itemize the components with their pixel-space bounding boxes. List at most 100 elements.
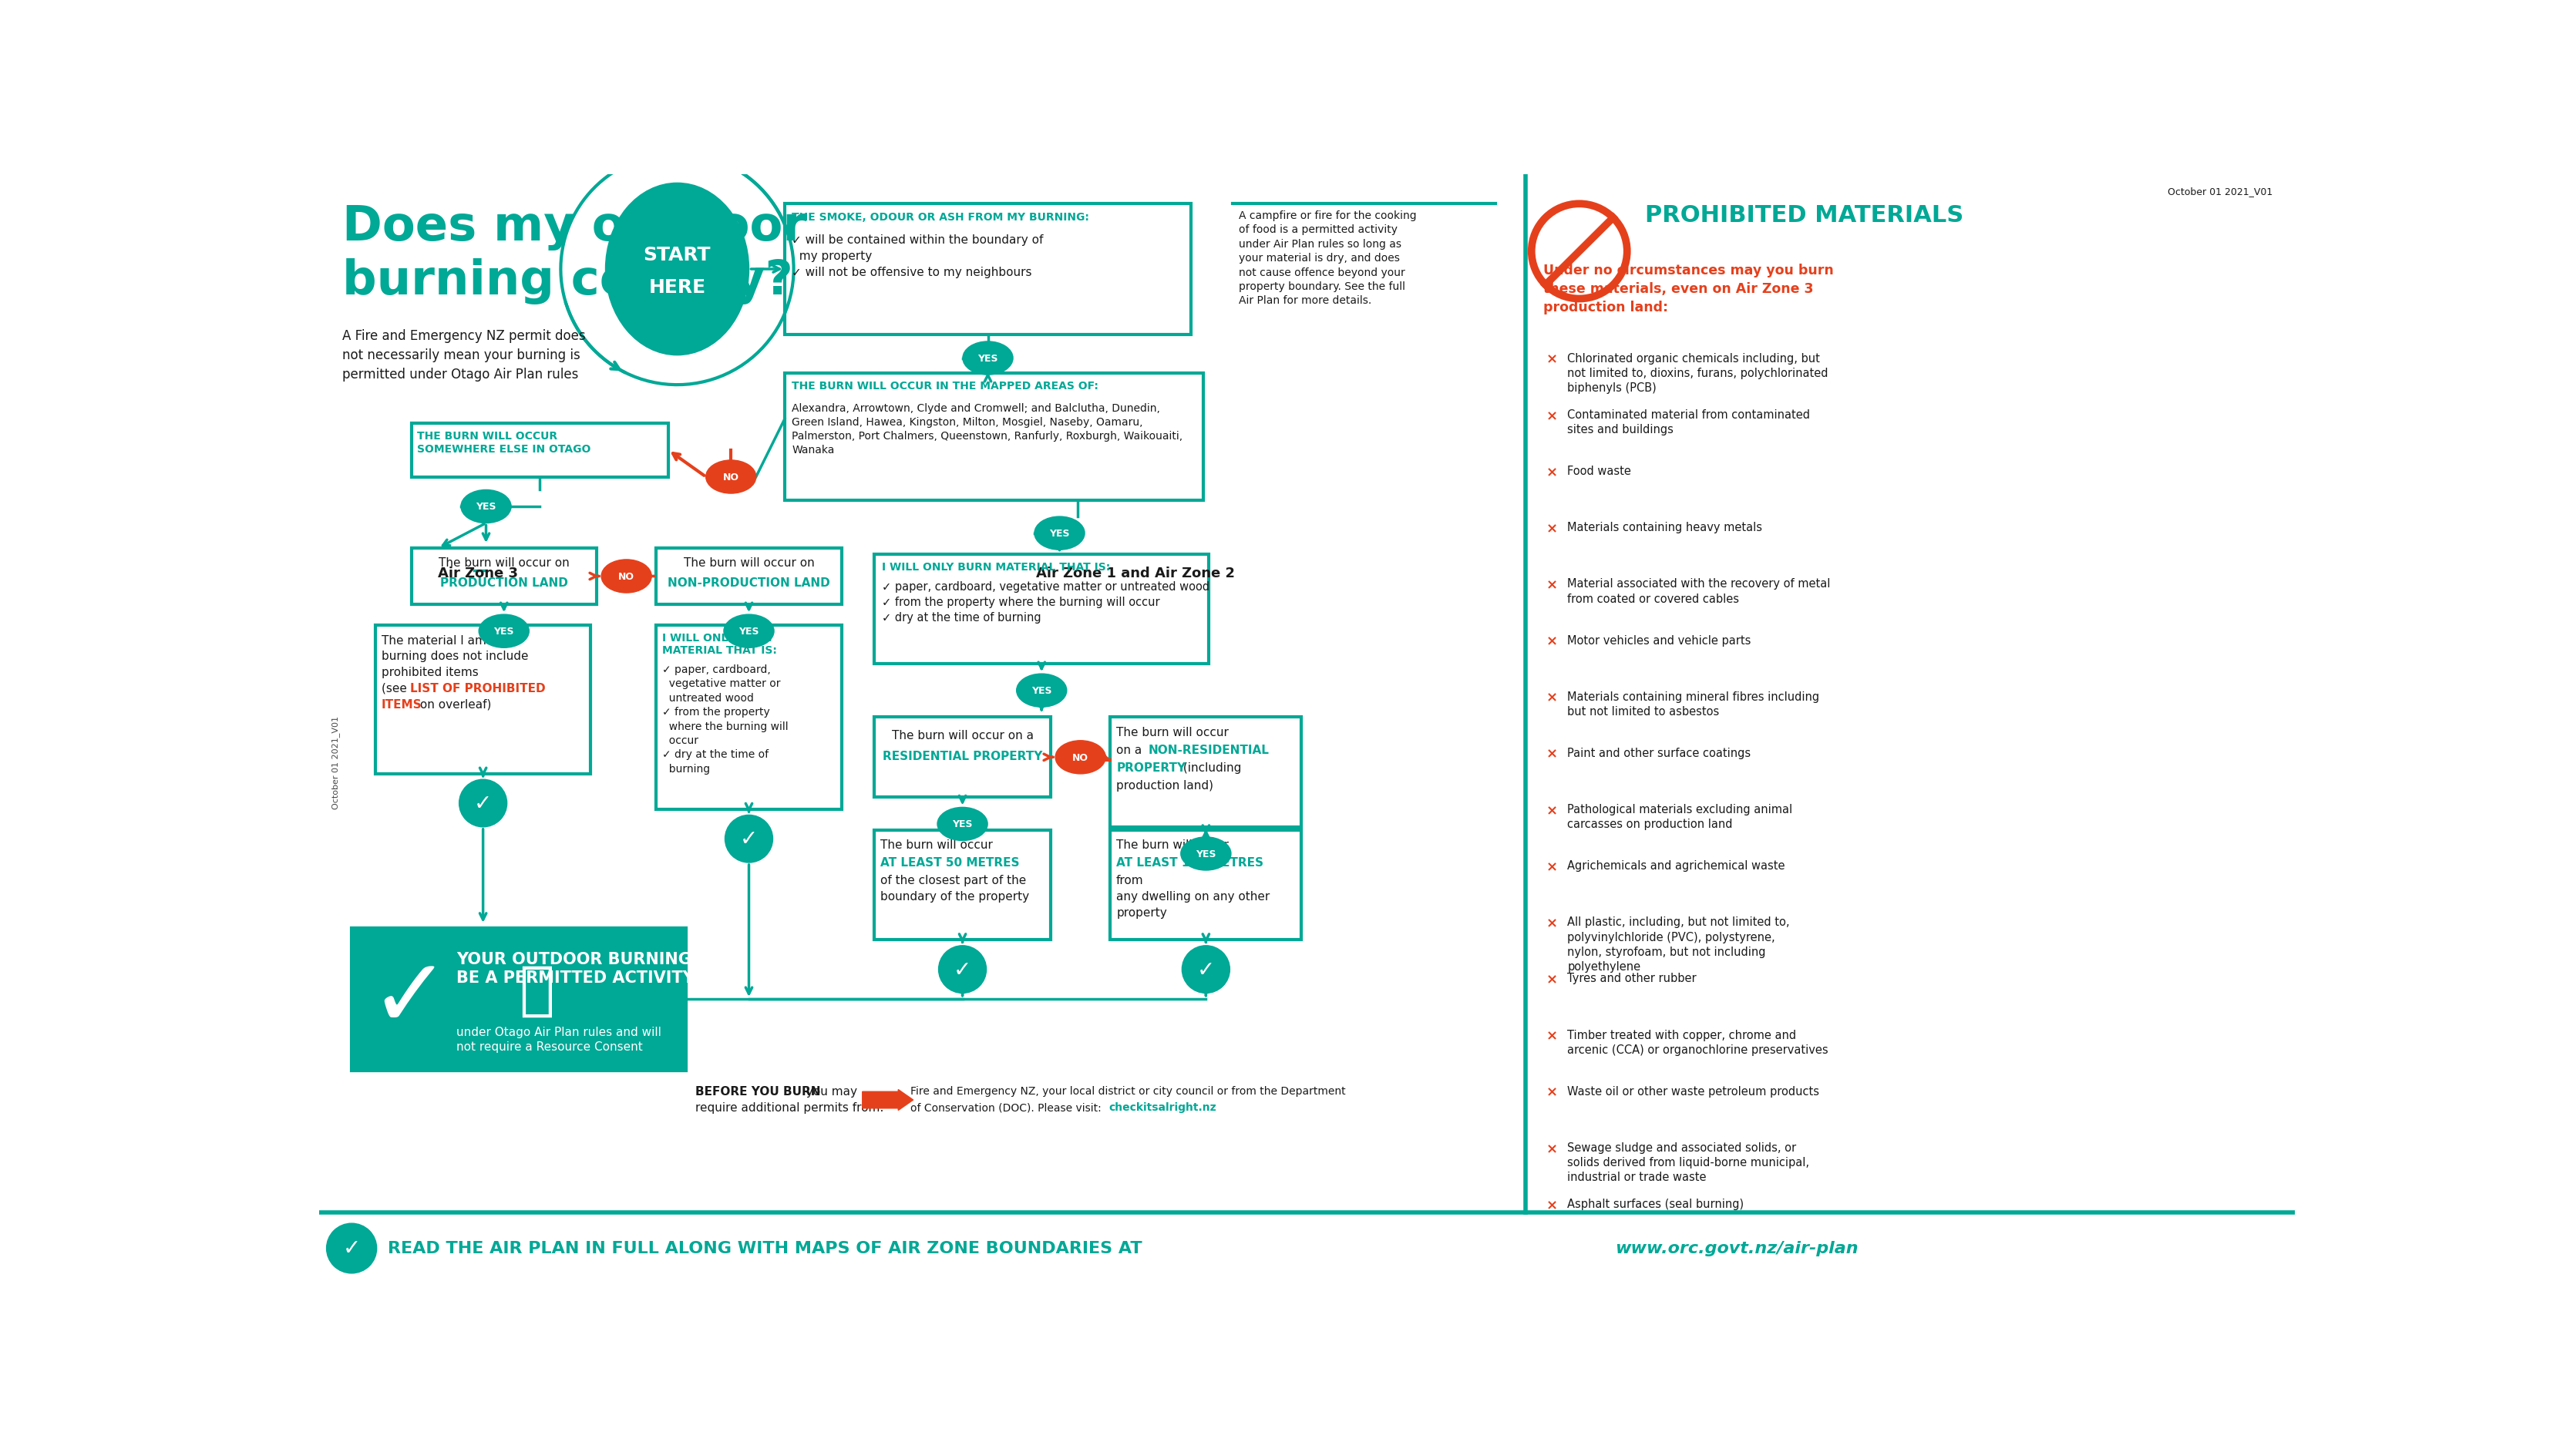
Text: ×: ×: [1545, 916, 1558, 930]
Text: ×: ×: [1545, 409, 1558, 422]
Text: AT LEAST 50 METRES: AT LEAST 50 METRES: [880, 858, 1020, 868]
Text: All plastic, including, but not limited to,
polyvinylchloride (PVC), polystyrene: All plastic, including, but not limited …: [1568, 916, 1790, 973]
Text: on a: on a: [1117, 744, 1145, 756]
Text: ✓: ✓: [474, 792, 492, 814]
Text: you may: you may: [803, 1085, 857, 1096]
Text: Does my outdoor: Does my outdoor: [342, 204, 806, 250]
Text: PROPERTY: PROPERTY: [1117, 761, 1186, 773]
Text: ×: ×: [1545, 860, 1558, 874]
Text: YES: YES: [740, 626, 760, 636]
Text: The burn will occur on a: The burn will occur on a: [892, 729, 1033, 741]
Text: THE SMOKE, ODOUR OR ASH FROM MY BURNING:: THE SMOKE, ODOUR OR ASH FROM MY BURNING:: [793, 211, 1089, 223]
Text: ×: ×: [1545, 635, 1558, 648]
Text: October 01 2021_V01: October 01 2021_V01: [332, 715, 339, 808]
Text: from: from: [1117, 875, 1145, 887]
Text: YES: YES: [477, 502, 497, 513]
Text: Sewage sludge and associated solids, or
solids derived from liquid-borne municip: Sewage sludge and associated solids, or …: [1568, 1142, 1810, 1182]
Text: Fire and Emergency NZ, your local district or city council or from the Departmen: Fire and Emergency NZ, your local distri…: [910, 1085, 1346, 1096]
Text: www.orc.govt.nz/air-plan: www.orc.govt.nz/air-plan: [1614, 1241, 1859, 1257]
Text: YES: YES: [977, 354, 997, 364]
Text: The material I am: The material I am: [382, 635, 487, 646]
Text: Materials containing heavy metals: Materials containing heavy metals: [1568, 521, 1762, 533]
Ellipse shape: [938, 808, 987, 842]
Ellipse shape: [602, 561, 650, 593]
Text: ×: ×: [1545, 1142, 1558, 1156]
Text: ✓: ✓: [370, 952, 451, 1045]
Text: ✓ paper, cardboard,
  vegetative matter or
  untreated wood
✓ from the property
: ✓ paper, cardboard, vegetative matter or…: [663, 664, 788, 775]
Text: READ THE AIR PLAN IN FULL ALONG WITH MAPS OF AIR ZONE BOUNDARIES AT: READ THE AIR PLAN IN FULL ALONG WITH MAP…: [388, 1241, 1142, 1257]
Text: ×: ×: [1545, 1198, 1558, 1211]
Ellipse shape: [1181, 837, 1232, 871]
Text: Materials containing mineral fibres including
but not limited to asbestos: Materials containing mineral fibres incl…: [1568, 690, 1821, 718]
Text: require additional permits from:: require additional permits from:: [696, 1102, 885, 1114]
Text: ×: ×: [1545, 747, 1558, 761]
Text: burning comply?: burning comply?: [342, 258, 793, 304]
Text: ×: ×: [1545, 466, 1558, 479]
Text: checkitsalright.nz: checkitsalright.nz: [1109, 1102, 1216, 1112]
Ellipse shape: [1017, 674, 1066, 708]
Text: A campfire or fire for the cooking
of food is a permitted activity
under Air Pla: A campfire or fire for the cooking of fo…: [1239, 210, 1418, 306]
FancyBboxPatch shape: [411, 549, 597, 604]
Text: The burn will occur: The burn will occur: [1117, 727, 1229, 738]
Text: on overleaf): on overleaf): [416, 699, 492, 711]
Text: any dwelling on any other: any dwelling on any other: [1117, 891, 1270, 903]
Text: Paint and other surface coatings: Paint and other surface coatings: [1568, 747, 1752, 759]
Text: Pathological materials excluding animal
carcasses on production land: Pathological materials excluding animal …: [1568, 804, 1793, 830]
FancyBboxPatch shape: [785, 373, 1204, 501]
Ellipse shape: [459, 780, 507, 827]
Text: NO: NO: [722, 472, 740, 482]
Text: production land): production land): [1117, 780, 1214, 791]
Text: ✓: ✓: [740, 828, 757, 850]
Text: Agrichemicals and agrichemical waste: Agrichemicals and agrichemical waste: [1568, 860, 1785, 871]
FancyBboxPatch shape: [352, 927, 686, 1070]
Ellipse shape: [462, 491, 510, 524]
Text: NON-RESIDENTIAL: NON-RESIDENTIAL: [1148, 744, 1270, 756]
Text: START: START: [643, 246, 711, 264]
Text: Motor vehicles and vehicle parts: Motor vehicles and vehicle parts: [1568, 635, 1752, 646]
Text: ×: ×: [1545, 1085, 1558, 1099]
Text: AT LEAST 100 METRES: AT LEAST 100 METRES: [1117, 858, 1265, 868]
FancyBboxPatch shape: [875, 555, 1209, 664]
FancyBboxPatch shape: [655, 549, 842, 604]
Text: Air Zone 3: Air Zone 3: [439, 566, 518, 579]
Text: Material associated with the recovery of metal
from coated or covered cables: Material associated with the recovery of…: [1568, 578, 1831, 604]
FancyBboxPatch shape: [375, 626, 592, 773]
Text: ×: ×: [1545, 804, 1558, 817]
FancyBboxPatch shape: [1109, 718, 1300, 827]
Text: ×: ×: [1545, 973, 1558, 986]
Text: Under no circumstances may you burn
these materials, even on Air Zone 3
producti: Under no circumstances may you burn thes…: [1543, 264, 1833, 314]
Text: ×: ×: [1545, 352, 1558, 367]
Text: property: property: [1117, 907, 1168, 919]
Text: ✓ will be contained within the boundary of
  my property
✓ will not be offensive: ✓ will be contained within the boundary …: [793, 234, 1043, 278]
Text: THE BURN WILL OCCUR
SOMEWHERE ELSE IN OTAGO: THE BURN WILL OCCUR SOMEWHERE ELSE IN OT…: [418, 431, 592, 454]
Ellipse shape: [724, 614, 775, 648]
Text: PRODUCTION LAND: PRODUCTION LAND: [441, 577, 569, 588]
Text: I WILL ONLY BURN
MATERIAL THAT IS:: I WILL ONLY BURN MATERIAL THAT IS:: [663, 633, 778, 655]
Text: YES: YES: [951, 820, 972, 830]
Text: prohibited items: prohibited items: [382, 667, 479, 678]
Ellipse shape: [964, 342, 1012, 376]
Text: of the closest part of the: of the closest part of the: [880, 875, 1025, 887]
Text: ×: ×: [1545, 578, 1558, 593]
Text: YOUR OUTDOOR BURNING WILL
BE A PERMITTED ACTIVITY: YOUR OUTDOOR BURNING WILL BE A PERMITTED…: [456, 952, 742, 986]
Text: burning does not include: burning does not include: [382, 651, 528, 662]
Text: (including: (including: [1178, 761, 1242, 773]
Text: ITEMS: ITEMS: [382, 699, 423, 711]
Text: NON-PRODUCTION LAND: NON-PRODUCTION LAND: [668, 577, 831, 588]
Text: ✓ paper, cardboard, vegetative matter or untreated wood
✓ from the property wher: ✓ paper, cardboard, vegetative matter or…: [882, 581, 1209, 623]
Ellipse shape: [1183, 946, 1229, 993]
Text: ×: ×: [1545, 690, 1558, 705]
Ellipse shape: [604, 183, 750, 355]
Ellipse shape: [326, 1223, 377, 1274]
Text: YES: YES: [495, 626, 515, 636]
Text: YES: YES: [1051, 529, 1071, 539]
Ellipse shape: [1056, 741, 1107, 775]
Text: I WILL ONLY BURN MATERIAL THAT IS:: I WILL ONLY BURN MATERIAL THAT IS:: [882, 562, 1109, 572]
Text: The burn will occur: The burn will occur: [880, 839, 992, 850]
FancyArrow shape: [862, 1089, 913, 1111]
Text: Chlorinated organic chemicals including, but
not limited to, dioxins, furans, po: Chlorinated organic chemicals including,…: [1568, 352, 1828, 393]
Text: Waste oil or other waste petroleum products: Waste oil or other waste petroleum produ…: [1568, 1085, 1818, 1096]
FancyBboxPatch shape: [1109, 830, 1300, 941]
FancyBboxPatch shape: [875, 718, 1051, 798]
Text: of Conservation (DOC). Please visit:: of Conservation (DOC). Please visit:: [910, 1102, 1104, 1112]
